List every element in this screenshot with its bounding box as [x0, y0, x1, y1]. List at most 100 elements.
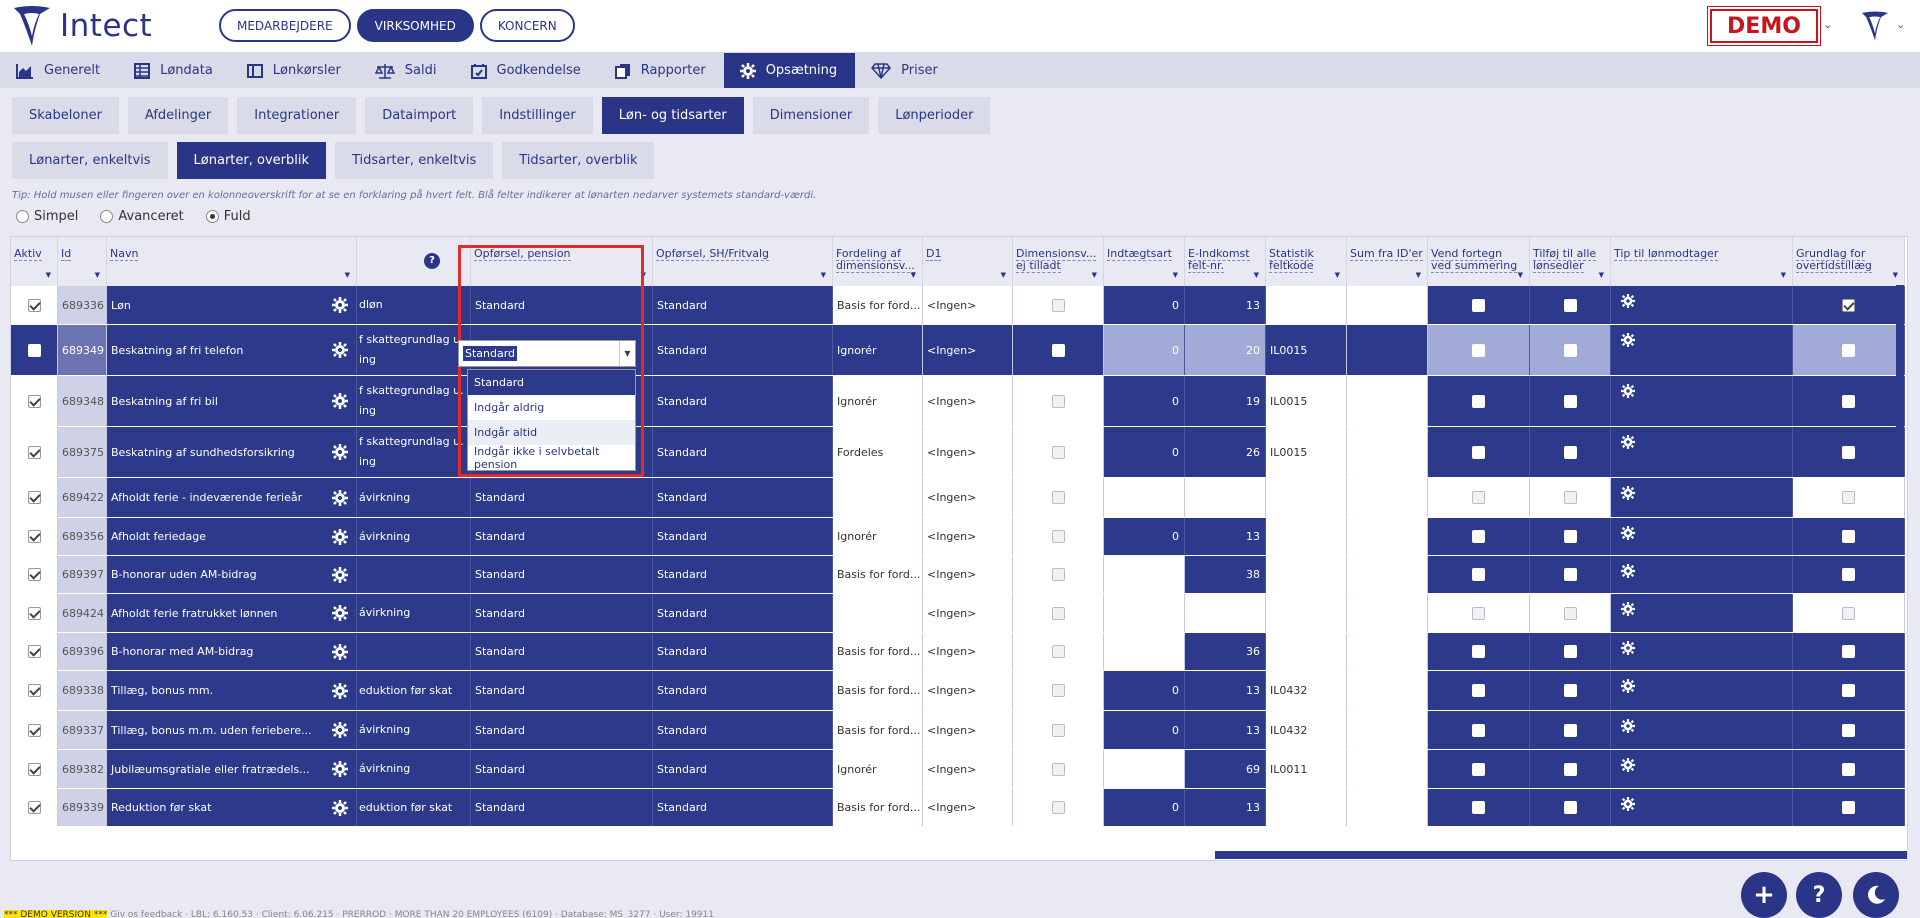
sumfra-cell[interactable] [1347, 478, 1428, 517]
checkbox[interactable] [1051, 394, 1065, 408]
checkbox[interactable] [1051, 343, 1065, 357]
indtaegt-cell[interactable] [1104, 594, 1185, 632]
eindkomst-cell[interactable]: 13 [1185, 789, 1266, 826]
vend-cell[interactable] [1428, 556, 1530, 593]
grundlag-cell[interactable] [1793, 750, 1905, 788]
checkbox[interactable] [1051, 762, 1065, 776]
radio-avanceret[interactable]: Avanceret [100, 209, 184, 224]
indtaegt-cell[interactable]: 0 [1104, 286, 1185, 324]
indtaegt-cell[interactable] [1104, 633, 1185, 670]
checkbox[interactable] [1563, 762, 1577, 776]
checkbox[interactable] [1842, 606, 1855, 620]
aktiv-cell[interactable] [11, 325, 58, 375]
nav-loendata[interactable]: Løndata [118, 53, 231, 88]
checkbox[interactable] [1472, 723, 1485, 737]
indtaegt-cell[interactable]: 0 [1104, 518, 1185, 555]
header-eindkomst[interactable]: E-Indkomst felt-nr. ▼ [1185, 237, 1266, 287]
grundlag-cell[interactable] [1793, 556, 1905, 593]
group-pill[interactable]: KONCERN [479, 9, 575, 42]
tilfoj-cell[interactable] [1530, 711, 1611, 749]
nav-opsaetning[interactable]: Opsætning [723, 53, 856, 88]
vend-cell[interactable] [1428, 376, 1530, 426]
tip-cell[interactable] [1611, 671, 1793, 710]
dropdown-option[interactable]: Indgår aldrig [468, 395, 635, 420]
statistik-cell[interactable]: IL0015 [1266, 325, 1347, 375]
sumfra-cell[interactable] [1347, 750, 1428, 788]
sumfra-cell[interactable] [1347, 594, 1428, 632]
checkbox[interactable] [1842, 343, 1855, 357]
name-cell[interactable]: Tillæg, bonus mm. [107, 671, 357, 710]
fordeling-cell[interactable]: Basis for ford... [833, 633, 923, 670]
dropdown-option[interactable]: Standard [468, 370, 635, 395]
filter-icon[interactable]: ▼ [1253, 271, 1259, 279]
dim-not-allowed-cell[interactable] [1013, 518, 1104, 555]
eindkomst-cell[interactable]: 13 [1185, 518, 1266, 555]
tax-cell[interactable]: eduktion før skat [357, 671, 471, 710]
grundlag-cell[interactable] [1793, 427, 1905, 477]
aktiv-cell[interactable] [11, 633, 58, 670]
pension-cell[interactable]: Standard [471, 518, 653, 555]
aktiv-cell[interactable] [11, 427, 58, 477]
filter-icon[interactable]: ▼ [1091, 271, 1097, 279]
checkbox[interactable] [1842, 684, 1855, 697]
gear-icon[interactable] [332, 489, 348, 506]
tip-cell[interactable] [1611, 325, 1793, 375]
tax-cell[interactable]: ávirkning [357, 594, 471, 632]
tilfoj-cell[interactable] [1530, 427, 1611, 477]
aktiv-checkbox[interactable] [27, 801, 41, 814]
d1-cell[interactable]: <Ingen> [923, 478, 1013, 517]
header-statistik[interactable]: Statistik feltkode ▼ [1266, 237, 1347, 287]
filter-icon[interactable]: ▼ [1892, 271, 1898, 279]
name-cell[interactable]: Jubilæumsgratiale eller fratrædels... [107, 750, 357, 788]
aktiv-checkbox[interactable] [27, 394, 41, 408]
tax-cell[interactable]: ávirkning [357, 518, 471, 555]
fordeling-cell[interactable]: Ignorér [833, 750, 923, 788]
vend-cell[interactable] [1428, 478, 1530, 517]
name-cell[interactable]: Tillæg, bonus m.m. uden feriebere... [107, 711, 357, 749]
indtaegt-cell[interactable]: 0 [1104, 427, 1185, 477]
vertical-scrollbar[interactable] [1896, 285, 1904, 447]
tilfoj-cell[interactable] [1530, 478, 1611, 517]
indtaegt-cell[interactable]: 0 [1104, 376, 1185, 426]
grundlag-cell[interactable] [1793, 671, 1905, 710]
header-sumfra[interactable]: Sum fra ID'er ▼ [1347, 237, 1428, 287]
checkbox[interactable] [1563, 445, 1577, 459]
dropdown-option[interactable]: Indgår ikke i selvbetalt pension [468, 445, 635, 471]
statistik-cell[interactable] [1266, 478, 1347, 517]
gear-icon[interactable] [332, 342, 348, 358]
help-button[interactable]: ? [1796, 872, 1842, 918]
sh-cell[interactable]: Standard [653, 478, 833, 517]
dim-not-allowed-cell[interactable] [1013, 286, 1104, 324]
vend-cell[interactable] [1428, 789, 1530, 826]
dim-not-allowed-cell[interactable] [1013, 789, 1104, 826]
dim-not-allowed-cell[interactable] [1013, 594, 1104, 632]
header-fordeling[interactable]: Fordeling af dimensionsv... ▼ [833, 237, 923, 287]
vend-cell[interactable] [1428, 427, 1530, 477]
indtaegt-cell[interactable]: 0 [1104, 789, 1185, 826]
checkbox[interactable] [1842, 445, 1855, 459]
radio-circle[interactable] [100, 210, 114, 223]
grundlag-cell[interactable] [1793, 633, 1905, 670]
tab-loenarter-overblik[interactable]: Lønarter, overblik [176, 142, 326, 179]
gear-icon[interactable] [1621, 602, 1635, 616]
checkbox[interactable] [1842, 762, 1855, 776]
header-tilfoj[interactable]: Tilføj til alle lønsedler ▼ [1530, 237, 1611, 287]
checkbox[interactable] [1842, 298, 1855, 312]
vend-cell[interactable] [1428, 633, 1530, 670]
statistik-cell[interactable]: IL0011 [1266, 750, 1347, 788]
radio-circle[interactable] [205, 210, 219, 223]
checkbox[interactable] [1842, 801, 1855, 814]
tab-indstillinger[interactable]: Indstillinger [482, 97, 593, 134]
gear-icon[interactable] [332, 528, 348, 545]
grundlag-cell[interactable] [1793, 376, 1905, 426]
tax-cell[interactable]: f skattegrundlag u. ing [357, 325, 471, 375]
name-cell[interactable]: Beskatning af fri bil [107, 376, 357, 426]
employees-pill[interactable]: MEDARBEJDERE [219, 9, 351, 42]
checkbox[interactable] [1842, 491, 1855, 504]
aktiv-checkbox[interactable] [27, 530, 41, 543]
checkbox[interactable] [1472, 645, 1485, 658]
indtaegt-cell[interactable]: 0 [1104, 711, 1185, 749]
header-id[interactable]: Id ▼ [58, 237, 107, 287]
eindkomst-cell[interactable] [1185, 594, 1266, 632]
grundlag-cell[interactable] [1793, 518, 1905, 555]
